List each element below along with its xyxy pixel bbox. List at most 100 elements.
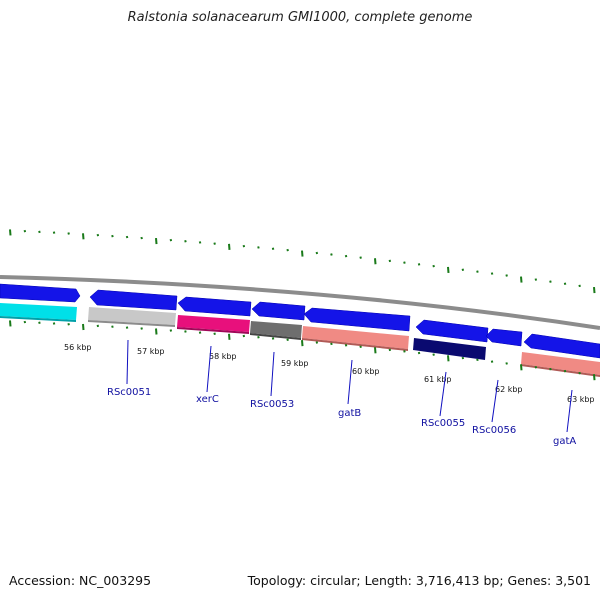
scale-tick [520, 276, 523, 283]
scale-tick [374, 258, 377, 265]
scale-tick [593, 287, 596, 294]
scale-tick [155, 328, 158, 335]
scale-tick [271, 247, 275, 251]
gene-label: xerC [196, 394, 219, 405]
scale-tick [82, 323, 85, 331]
scale-tick [432, 264, 435, 268]
kbp-scale: 56 kbp 57 kbp 58 kbp 59 kbp 60 kbp 61 kb… [64, 343, 595, 404]
scale-tick [23, 229, 27, 233]
scale-tick [96, 233, 100, 237]
cds-arrow [251, 301, 306, 321]
scale-tick [461, 268, 465, 272]
scale-tick [330, 342, 333, 346]
cds-arrow [485, 328, 523, 347]
scale-tick [359, 345, 362, 349]
map-title: Ralstonia solanacearum GMI1000, complete… [127, 10, 473, 25]
scale-tick [549, 280, 552, 283]
scale-tick [359, 256, 362, 259]
genome-summary-text: Topology: circular; Length: 3,716,413 bp… [247, 573, 591, 588]
category-block [521, 352, 600, 375]
category-block-shadow [177, 327, 249, 334]
scale-tick [271, 337, 275, 340]
scale-tick [82, 233, 85, 240]
scale-tick [505, 362, 508, 365]
scale-tick [476, 358, 479, 362]
kbp-label: 62 kbp [495, 385, 523, 394]
scale-tick [140, 327, 143, 330]
scale-tick [403, 350, 406, 353]
category-block [250, 321, 302, 338]
kbp-label: 63 kbp [567, 395, 595, 404]
scale-tick [198, 331, 202, 334]
gene-label: gatA [553, 436, 576, 447]
scale-tick [447, 266, 450, 273]
scale-tick [125, 326, 129, 329]
scale-tick [563, 282, 567, 285]
scale-tick [111, 325, 114, 328]
category-block-shadow [302, 338, 408, 351]
kbp-label: 58 kbp [209, 352, 237, 361]
scale-tick [432, 353, 435, 356]
scale-tick [374, 347, 377, 354]
category-block [302, 326, 409, 349]
scale-tick [315, 341, 319, 344]
scale-tick [417, 263, 421, 266]
scale-tick [155, 238, 158, 245]
scale-tick [242, 334, 246, 338]
category-track [0, 303, 600, 377]
category-block-shadow [250, 333, 301, 340]
scale-tick [242, 244, 246, 248]
cds-arrow [303, 307, 411, 332]
kbp-label: 60 kbp [352, 367, 380, 376]
gene-label: RSc0051 [107, 387, 151, 398]
forward-strand-track [0, 283, 600, 359]
scale-tick [213, 242, 216, 245]
category-block [413, 338, 486, 360]
scale-tick [505, 274, 508, 277]
scale-tick [38, 230, 41, 234]
scale-tick [563, 369, 567, 373]
cds-arrow [523, 333, 600, 359]
scale-tick [52, 322, 56, 325]
scale-tick [534, 278, 538, 281]
gene-label: gatB [338, 408, 361, 419]
scale-tick [96, 324, 100, 328]
category-block [0, 303, 77, 320]
scale-tick [9, 320, 12, 327]
scale-tick [315, 251, 319, 255]
scale-tick [52, 231, 56, 234]
scale-tick [520, 364, 523, 371]
scale-tick [388, 348, 392, 352]
scale-tick [388, 259, 392, 263]
scale-tick [111, 234, 114, 238]
scale-tick [67, 232, 70, 235]
outer-tick-track [9, 229, 596, 294]
kbp-label: 61 kbp [424, 375, 452, 384]
category-block [88, 307, 176, 325]
scale-tick [286, 248, 289, 252]
category-block-shadow [88, 320, 175, 327]
scale-tick [213, 332, 216, 335]
scale-tick [257, 246, 260, 249]
scale-tick [184, 240, 187, 243]
scale-tick [184, 330, 187, 333]
scale-tick [578, 371, 581, 375]
scale-tick [228, 333, 231, 340]
scale-tick [476, 270, 479, 273]
cds-arrow [89, 289, 178, 311]
scale-tick [403, 261, 406, 264]
scale-tick [286, 338, 289, 342]
accession-text: Accession: NC_003295 [9, 573, 152, 588]
scale-tick [490, 360, 494, 363]
category-block [177, 315, 250, 332]
scale-tick [257, 336, 260, 339]
kbp-label: 56 kbp [64, 343, 92, 352]
scale-tick [125, 235, 129, 239]
scale-tick [417, 351, 421, 355]
cds-arrow [415, 319, 489, 343]
gene-label: RSc0056 [472, 425, 516, 436]
cds-arrow [177, 296, 252, 317]
scale-tick [9, 229, 12, 236]
scale-tick [228, 243, 231, 250]
